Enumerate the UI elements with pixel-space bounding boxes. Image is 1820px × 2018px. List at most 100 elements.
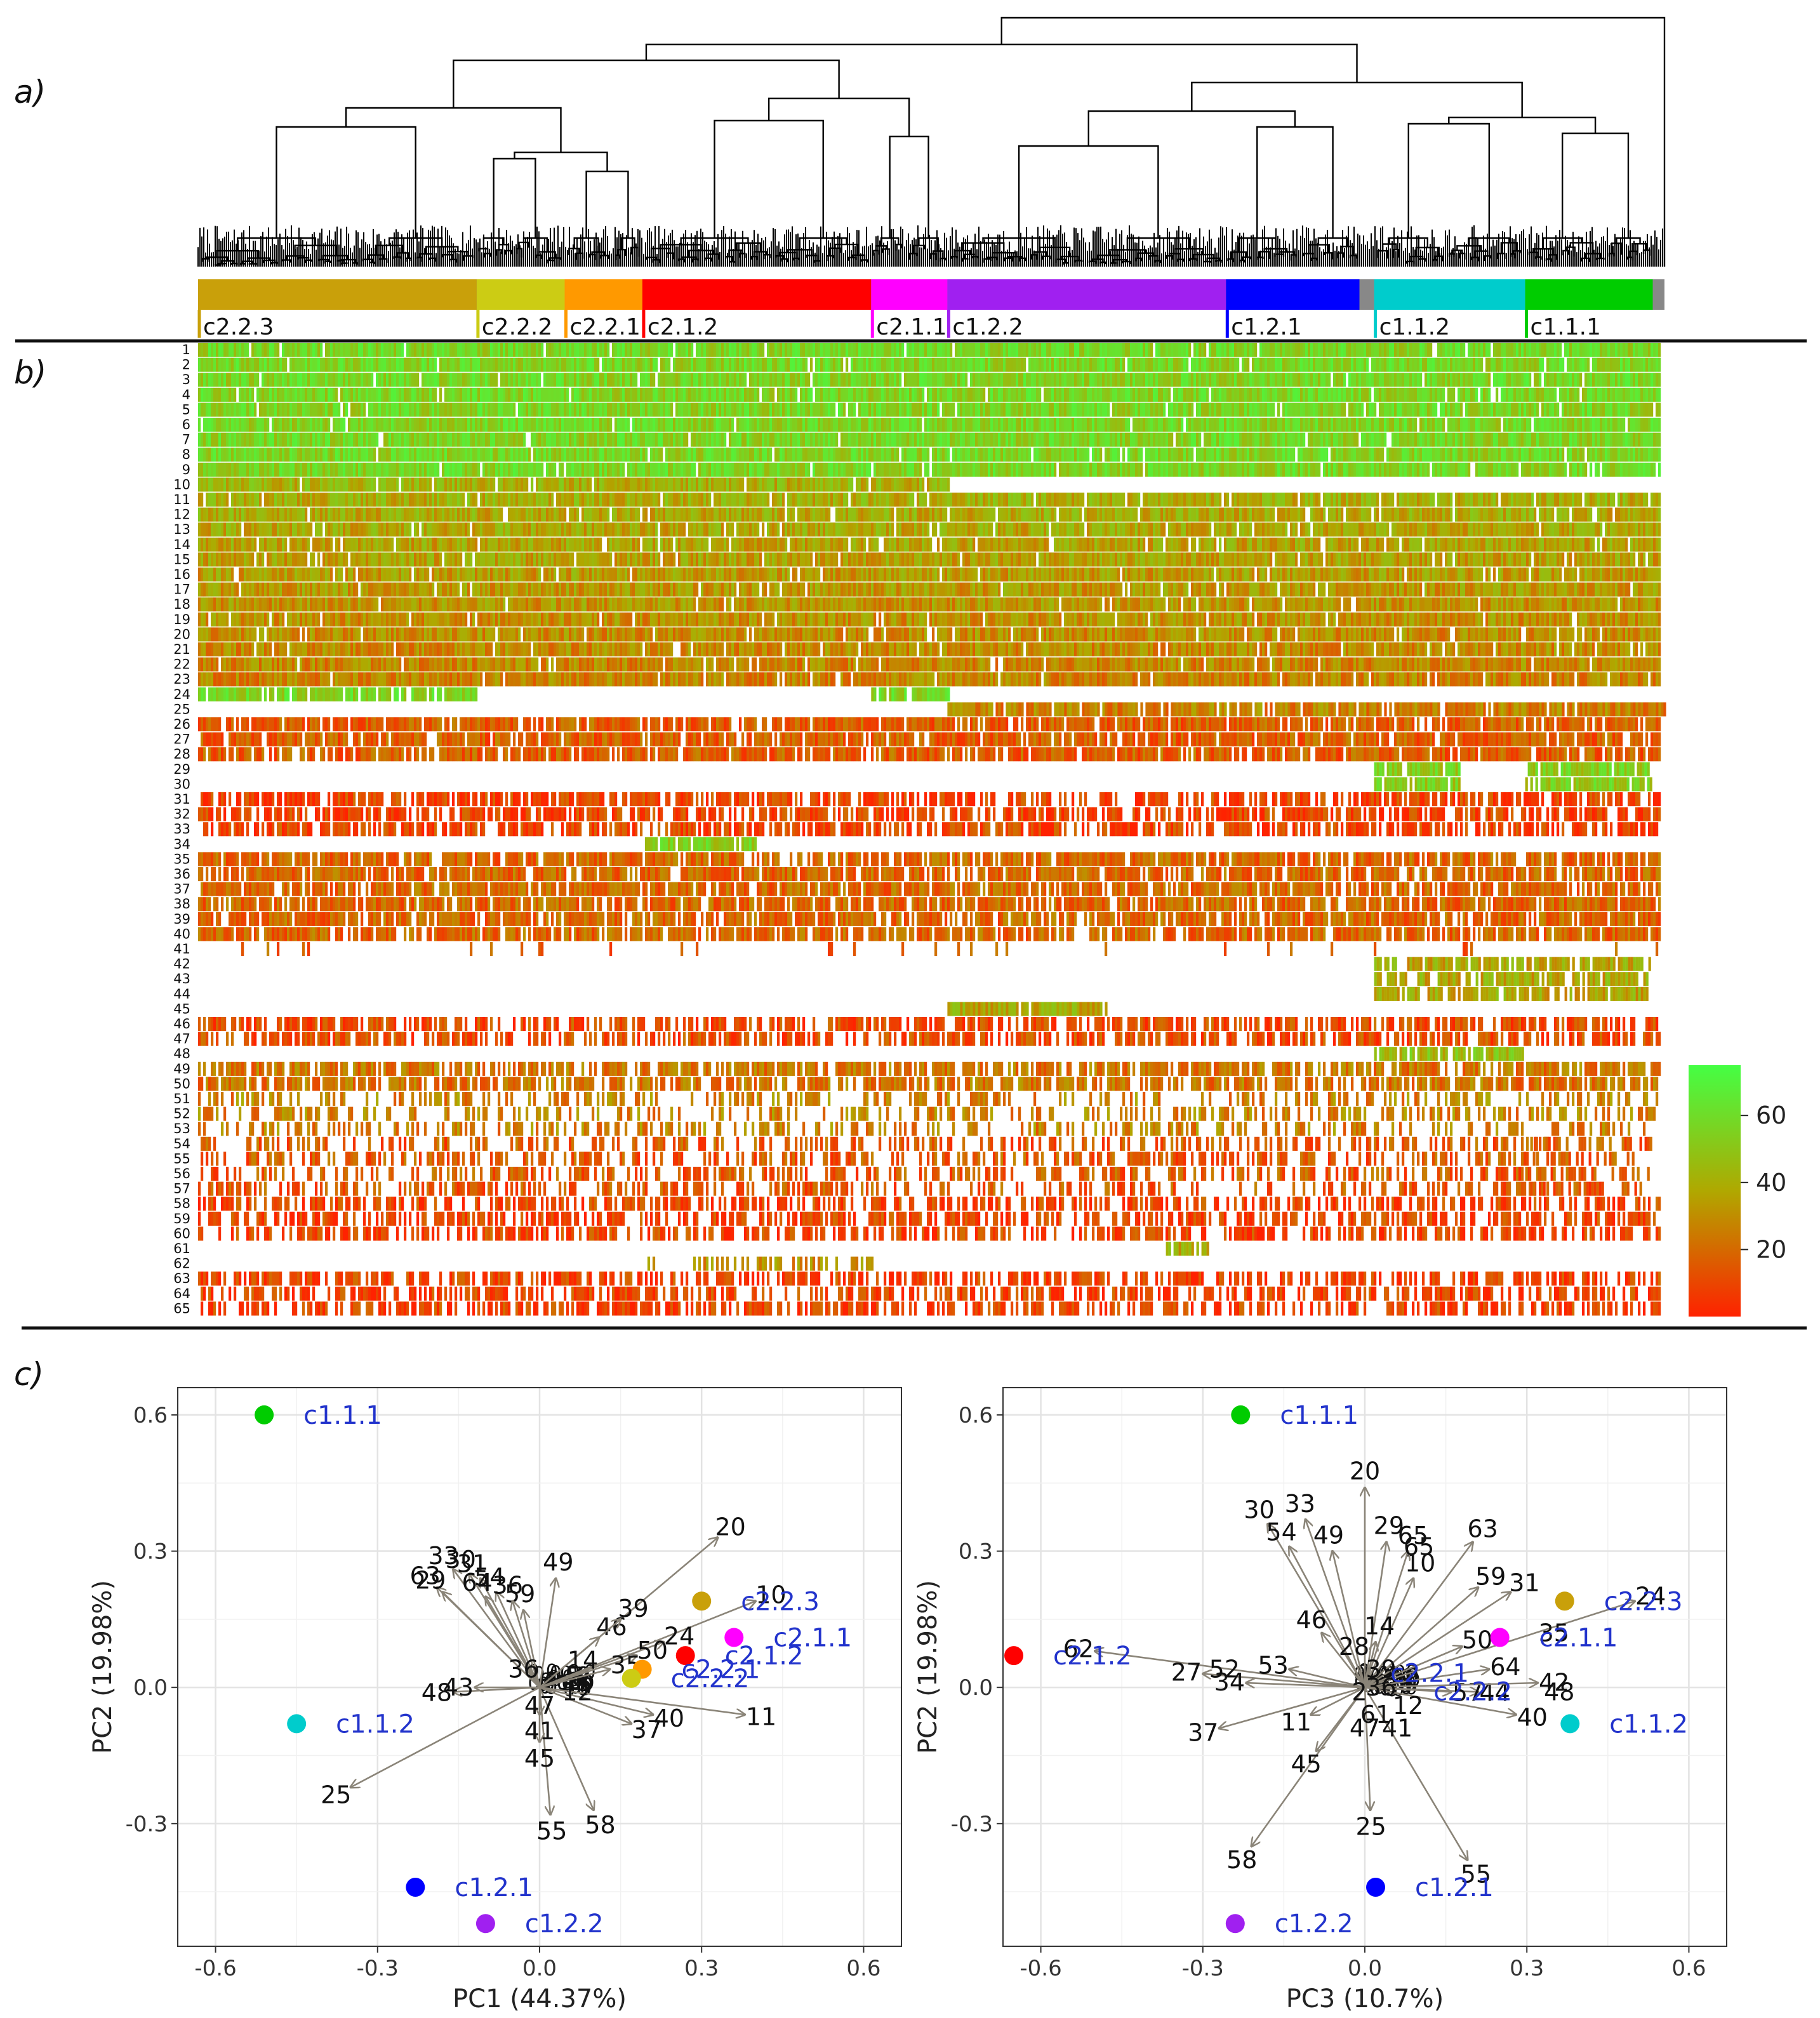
- label-36: 36: [508, 1656, 538, 1683]
- colorbar-tick-label: 40: [1756, 1169, 1786, 1197]
- heatmap-row-label: 40: [173, 926, 190, 941]
- heatmap-row-label: 18: [173, 597, 190, 612]
- loading-label-45: 45: [1291, 1750, 1321, 1778]
- heatmap-row-label: 15: [173, 552, 190, 567]
- heatmap-row-label: 51: [173, 1091, 190, 1106]
- heatmap-row-labels: 1234567891011121314151617181920212223242…: [173, 342, 190, 1316]
- x-tick-label: 0.3: [1510, 1956, 1544, 1981]
- loading-label-58: 58: [1226, 1846, 1257, 1874]
- loading-label-39: 39: [618, 1595, 648, 1623]
- loading-label-20: 20: [715, 1513, 745, 1541]
- heatmap-row-label: 16: [173, 567, 190, 582]
- cluster-point-label-c2.2.3: c2.2.3: [741, 1587, 820, 1616]
- x-tick-label: 0.0: [1348, 1956, 1382, 1981]
- heatmap-row-label: 10: [173, 477, 190, 492]
- cluster-point-c1.1.1: [1231, 1405, 1250, 1424]
- heatmap-row-label: 20: [173, 627, 190, 642]
- heatmap-row-label: 6: [182, 417, 190, 432]
- x-tick-label: -0.6: [1020, 1956, 1061, 1981]
- heatmap-row-label: 28: [173, 747, 190, 762]
- cluster-point-label-c2.2.3: c2.2.3: [1604, 1587, 1683, 1616]
- cluster-point-label-c1.1.1: c1.1.1: [1280, 1401, 1358, 1430]
- loading-label-25: 25: [321, 1781, 351, 1809]
- heatmap-row-label: 46: [173, 1016, 190, 1032]
- label-65: 65: [1404, 1532, 1434, 1560]
- loading-label-37: 37: [1188, 1719, 1218, 1747]
- heatmap-row-label: 37: [173, 882, 190, 897]
- loading-label-31: 31: [1509, 1569, 1539, 1597]
- loading-label-55: 55: [536, 1817, 567, 1845]
- heatmap-row-label: 30: [173, 776, 190, 792]
- cluster-point-c2.2.3: [1555, 1591, 1574, 1610]
- heatmap-row-label: 13: [173, 522, 190, 537]
- heatmap-row-label: 58: [173, 1196, 190, 1211]
- cluster-label-c1.2.2: c1.2.2: [952, 314, 1023, 340]
- loading-label-49: 49: [543, 1548, 573, 1576]
- heatmap-row-label: 11: [173, 492, 190, 507]
- colorbar-tick-label: 60: [1756, 1101, 1786, 1129]
- label-52: 52: [1209, 1656, 1240, 1683]
- y-tick-label: 0.6: [959, 1403, 993, 1428]
- heatmap-row-label: 23: [173, 672, 190, 687]
- cluster-point-c2.1.2: [1004, 1646, 1023, 1665]
- heatmap-row-label: 7: [182, 432, 190, 448]
- y-tick-label: -0.3: [951, 1812, 993, 1837]
- y-tick-label: 0.0: [133, 1675, 168, 1701]
- cluster-segment-c2.1.2: [642, 279, 871, 310]
- x-tick-label: -0.3: [357, 1956, 399, 1981]
- heatmap-row-label: 12: [173, 507, 190, 522]
- heatmap-row-label: 25: [173, 701, 190, 717]
- loading-label-27: 27: [1171, 1659, 1202, 1687]
- heatmap-row-label: 56: [173, 1166, 190, 1181]
- cluster-point-label-c1.1.2: c1.1.2: [1609, 1709, 1688, 1739]
- heatmap-row-label: 27: [173, 732, 190, 747]
- cluster-point-label-c1.2.1: c1.2.1: [455, 1873, 533, 1902]
- heatmap-row-label: 55: [173, 1151, 190, 1166]
- loading-label-40: 40: [1517, 1704, 1548, 1732]
- cluster-point-label-c1.1.1: c1.1.1: [303, 1401, 382, 1430]
- heatmap: [198, 343, 1666, 1316]
- heatmap-row-label: 57: [173, 1181, 190, 1197]
- x-tick-label: 0.6: [1671, 1956, 1706, 1981]
- cluster-point-c1.1.2: [287, 1714, 306, 1733]
- figure: a) b) c) c2.2.3 c2.2.2 c2.2.1 c2.1.2 c2.1.1 c…: [0, 0, 1820, 2018]
- cluster-segment-c2.2.3: [198, 279, 477, 310]
- cluster-segment-c1.2.2: [947, 279, 1226, 310]
- heatmap-row-label: 60: [173, 1226, 190, 1241]
- loading-label-53: 53: [1258, 1652, 1288, 1680]
- heatmap-row-label: 4: [182, 387, 190, 402]
- y-axis-label: PC2 (19.98%): [913, 1580, 943, 1754]
- heatmap-row-label: 63: [173, 1271, 190, 1286]
- loading-label-11: 11: [1281, 1708, 1312, 1736]
- cluster-point-c2.2.2: [622, 1669, 641, 1688]
- heatmap-row-label: 36: [173, 866, 190, 882]
- loading-label-41: 41: [524, 1717, 555, 1745]
- loading-label-24: 24: [664, 1623, 694, 1650]
- heatmap-row-label: 33: [173, 821, 190, 837]
- heatmap-row-label: 26: [173, 717, 190, 732]
- loading-label-20: 20: [1350, 1457, 1380, 1485]
- heatmap-row-label: 34: [173, 837, 190, 852]
- x-tick-label: 0.6: [846, 1956, 880, 1981]
- heatmap-row-label: 5: [182, 402, 190, 417]
- heatmap-row-label: 50: [173, 1076, 190, 1091]
- loading-label-29: 29: [415, 1567, 446, 1595]
- cluster-point-label-c1.2.1: c1.2.1: [1415, 1873, 1494, 1902]
- cluster-segment-c2.1.1: [871, 279, 947, 310]
- cluster-label-c1.2.1: c1.2.1: [1231, 314, 1301, 340]
- panel-label-c: c): [14, 1356, 44, 1393]
- cluster-label-c1.1.2: c1.1.2: [1379, 314, 1450, 340]
- heatmap-row-label: 48: [173, 1046, 190, 1061]
- heatmap-row-label: 53: [173, 1121, 190, 1136]
- cluster-point-c1.2.1: [406, 1878, 425, 1897]
- cluster-label-c2.1.2: c2.1.2: [648, 314, 718, 340]
- cluster-segment-c2.2.2: [477, 279, 565, 310]
- cluster-point-label-c1.2.2: c1.2.2: [525, 1909, 604, 1939]
- dendrogram: [198, 18, 1664, 267]
- loading-label-36: 36: [493, 1571, 523, 1599]
- cluster-point-c1.2.1: [1366, 1878, 1385, 1897]
- loading-label-49: 49: [1313, 1521, 1344, 1549]
